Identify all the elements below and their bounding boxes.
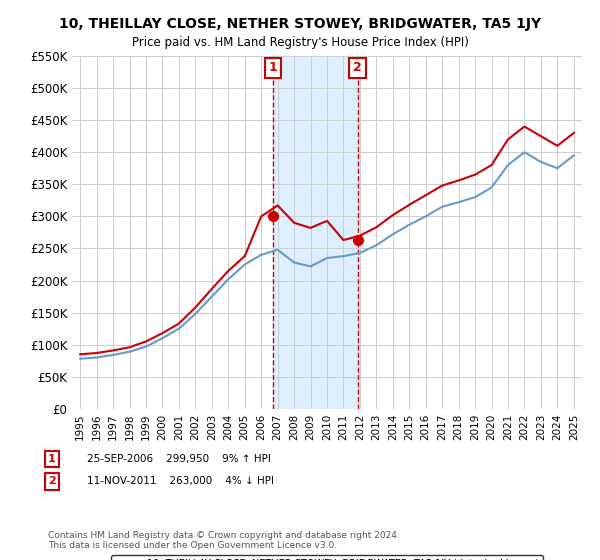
Text: 11-NOV-2011    263,000    4% ↓ HPI: 11-NOV-2011 263,000 4% ↓ HPI xyxy=(87,477,274,487)
Bar xyxy=(273,56,358,409)
Text: 10, THEILLAY CLOSE, NETHER STOWEY, BRIDGWATER, TA5 1JY: 10, THEILLAY CLOSE, NETHER STOWEY, BRIDG… xyxy=(59,17,541,31)
Text: This data is licensed under the Open Government Licence v3.0.: This data is licensed under the Open Gov… xyxy=(48,541,337,550)
Text: Price paid vs. HM Land Registry's House Price Index (HPI): Price paid vs. HM Land Registry's House … xyxy=(131,36,469,49)
Text: 1: 1 xyxy=(48,454,56,464)
Text: 25-SEP-2006    299,950    9% ↑ HPI: 25-SEP-2006 299,950 9% ↑ HPI xyxy=(87,454,271,464)
Legend: 10, THEILLAY CLOSE, NETHER STOWEY, BRIDGWATER, TA5 1JY (detached house), HPI: Av: 10, THEILLAY CLOSE, NETHER STOWEY, BRIDG… xyxy=(111,555,543,560)
Text: 1: 1 xyxy=(269,61,278,74)
Text: 2: 2 xyxy=(353,61,362,74)
Text: 2: 2 xyxy=(48,477,56,487)
Text: Contains HM Land Registry data © Crown copyright and database right 2024.: Contains HM Land Registry data © Crown c… xyxy=(48,531,400,540)
